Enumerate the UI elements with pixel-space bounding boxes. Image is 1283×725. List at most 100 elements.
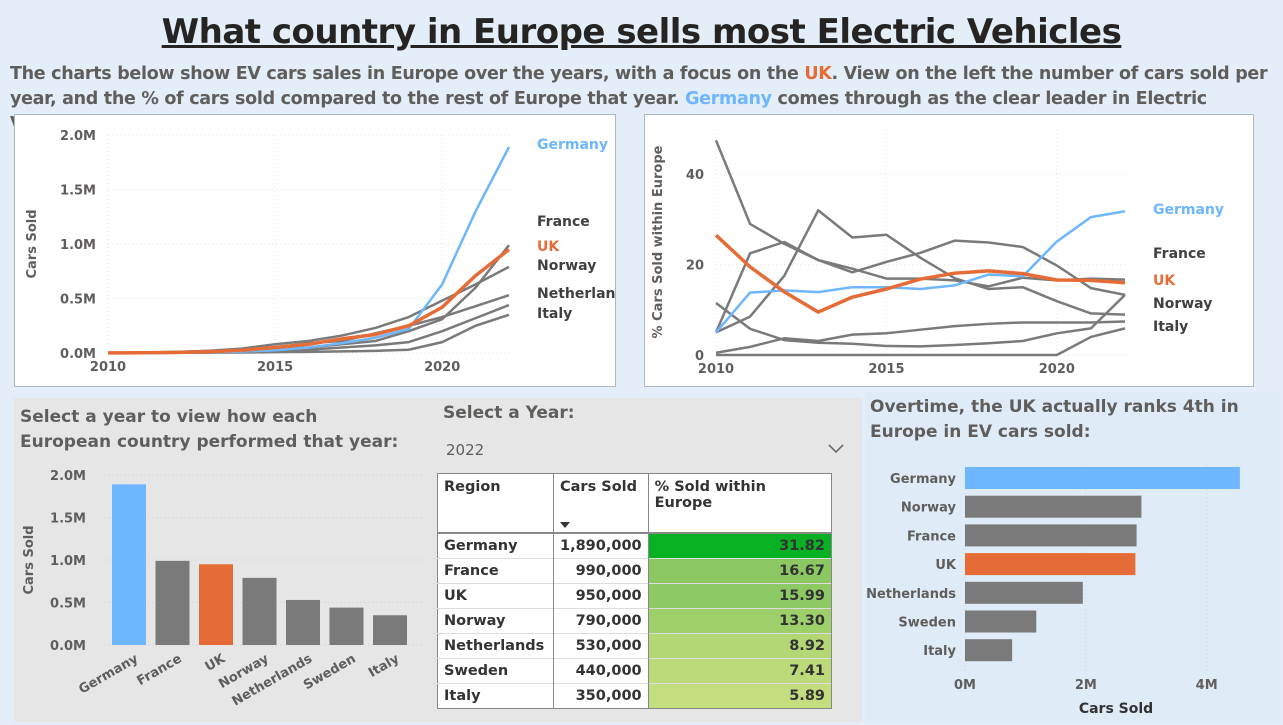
y-tick-label: UK [935,558,957,573]
year-slicer-label: Select a Year: [443,403,575,423]
series-label-norway: Norway [537,258,596,274]
x-tick-label: 4M [1196,678,1218,693]
cell-pct: 7.41 [648,658,833,684]
y-tick-label: 40 [686,168,704,183]
x-tick-label: 2015 [868,362,904,377]
y-tick-label: Norway [901,501,957,516]
series-line-uk[interactable] [714,233,1126,314]
y-tick-label: Italy [923,644,956,659]
cars-sold-line-panel: 0.0M 0.5M 1.0M 1.5M 2.0M 2010 2015 2020 Cars Sol… [14,114,634,387]
hbar-netherlands[interactable] [965,581,1083,604]
y-tick-label: 1.0M [50,554,86,569]
col-header-region[interactable]: Region [437,473,554,534]
hbar-france[interactable] [965,524,1137,547]
selector-heading: Select a year to view how each European … [20,407,399,452]
hbar-uk[interactable] [965,553,1136,576]
x-tick-label: France [135,651,185,689]
series-label-france: France [537,214,590,230]
cell-pct: 8.92 [648,633,833,659]
x-tick-label: 2020 [1039,362,1075,377]
bar-germany[interactable] [112,484,146,645]
table-row[interactable]: Germany 1,890,000 31.82 [437,532,833,559]
table-row[interactable]: Netherlands 530,000 8.92 [437,633,833,659]
y-tick-label: 0.5M [50,597,86,612]
x-tick-label: 0M [954,678,976,693]
series-label-norway: Norway [1153,296,1212,312]
ranking-bar-chart[interactable]: 0M 2M 4M Cars Sold Germany Norway France UK Neth… [865,460,1275,725]
x-tick-label: UK [203,651,229,675]
subtitle-text-1: The charts below show EV cars sales in E… [10,64,805,84]
series-line-other[interactable] [716,327,1126,357]
bar-france[interactable] [155,560,190,645]
x-tick-label: 2015 [257,360,293,375]
y-axis-title: Cars Sold [25,209,40,278]
y-tick-label: 1.0M [60,238,96,253]
cell-region: Germany [437,532,554,559]
series-label-germany: Germany [1153,202,1224,218]
table-row[interactable]: France 990,000 16.67 [437,558,833,584]
x-tick-label: 2010 [698,362,734,377]
x-tick-label: 2010 [90,360,126,375]
cell-cars-sold: 950,000 [553,583,649,609]
series-line-germany[interactable] [107,146,511,355]
subtitle-germany: Germany [685,89,772,109]
col-header-cars-sold[interactable]: Cars Sold [553,473,649,534]
year-bar-chart[interactable]: 0.0M 0.5M 1.0M 1.5M 2.0M Cars Sold GermanyFran… [14,460,434,725]
bar-italy[interactable] [373,615,407,645]
table-row[interactable]: Sweden 440,000 7.41 [437,658,833,684]
y-tick-label: 0.5M [60,293,96,308]
y-tick-label: Sweden [898,616,956,631]
cell-pct: 13.30 [648,608,833,634]
percent-line-chart[interactable]: 0 20 40 2010 2015 2020 % Cars Sold within Euro… [645,115,1253,386]
y-tick-label: Netherlands [866,587,956,602]
y-tick-label: Germany [890,472,956,487]
table-row[interactable]: Norway 790,000 13.30 [437,608,833,634]
col-header-pct[interactable]: % Sold within Europe [647,473,833,534]
series-line-sweden[interactable] [715,320,1126,354]
bar-netherlands[interactable] [286,599,320,645]
page-title: What country in Europe sells most Electr… [161,12,1122,52]
bar-norway[interactable] [242,577,277,645]
percent-line-panel: 0 20 40 2010 2015 2020 % Cars Sold within Euro… [644,114,1254,387]
year-dropdown[interactable]: 2022 [440,436,850,464]
x-tick-label: Germany [76,651,141,697]
y-tick-label: 0.0M [60,347,96,362]
x-tick-label: 2M [1075,678,1097,693]
hbar-sweden[interactable] [965,610,1037,633]
cell-cars-sold: 530,000 [553,633,649,659]
hbar-germany[interactable] [965,467,1240,489]
cell-region: Sweden [437,658,554,684]
cell-cars-sold: 990,000 [553,558,649,584]
series-line-netherlands[interactable] [714,239,1126,333]
table-row[interactable]: Italy 350,000 5.89 [437,683,833,709]
bar-uk[interactable] [199,564,233,645]
subtitle-text-2: . View on the left the number of cars so… [10,64,1268,109]
cell-cars-sold: 1,890,000 [553,532,649,559]
x-tick-label: Italy [366,651,402,681]
series-label-germany: Germany [537,137,608,153]
y-tick-label: 20 [686,259,704,274]
series-label-france: France [1153,246,1206,262]
cell-region: France [437,558,554,584]
year-dropdown-value: 2022 [446,441,485,459]
cell-pct: 31.82 [648,532,833,559]
y-tick-label: France [907,529,956,544]
series-line-norway[interactable] [715,293,1126,348]
cars-sold-line-chart[interactable]: 0.0M 0.5M 1.0M 1.5M 2.0M 2010 2015 2020 Cars Sol… [15,115,634,386]
cell-region: Italy [437,683,554,709]
y-tick-label: 1.5M [60,184,96,199]
series-label-italy: Italy [537,306,572,322]
bar-sweden[interactable] [329,607,364,645]
series-line-uk[interactable] [107,248,511,355]
table-row[interactable]: UK 950,000 15.99 [437,583,833,609]
series-label-uk: UK [1153,273,1176,289]
hbar-norway[interactable] [965,495,1142,518]
series-line-italy[interactable] [715,209,1126,334]
y-tick-label: 2.0M [60,129,96,144]
series-label-italy: Italy [1153,319,1188,335]
series-line-germany[interactable] [715,210,1126,334]
y-tick-label: 0 [695,349,704,364]
x-tick-label: 2020 [424,360,460,375]
col-header-cars-sold-label: Cars Sold [560,479,638,495]
hbar-italy[interactable] [965,639,1013,662]
